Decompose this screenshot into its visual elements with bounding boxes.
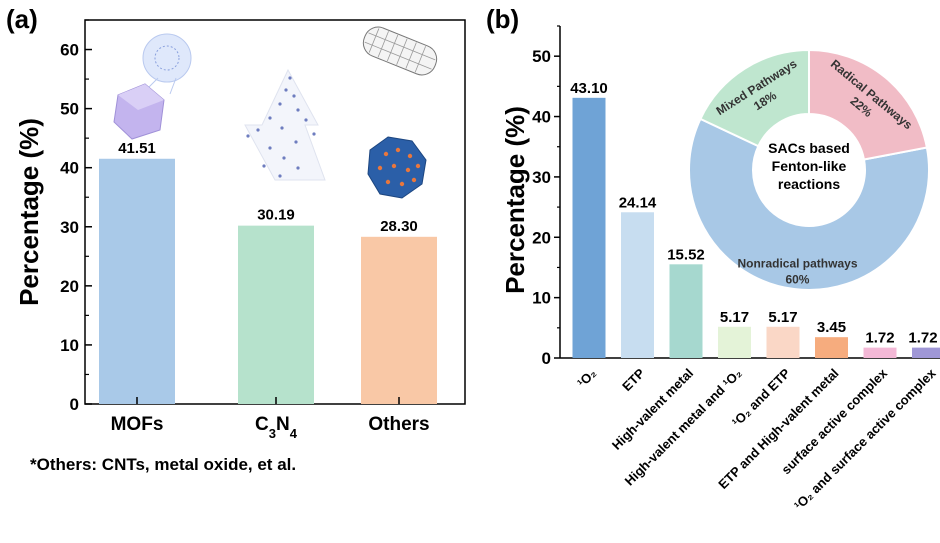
bar-pathway-2	[621, 212, 654, 358]
bar-pathway-4	[718, 326, 751, 358]
bar-pathway-1	[572, 97, 606, 358]
mof-crystal-illustration	[113, 33, 192, 140]
category-label: MOFs	[111, 414, 164, 435]
panel-a-label: (a)	[6, 4, 38, 34]
donut-slice-name: Nonradical pathways	[737, 256, 857, 270]
y-tick-label-0: 0	[70, 395, 79, 414]
bar-c3n4	[238, 225, 314, 404]
category-label: C3N4	[255, 414, 298, 441]
bar-value-label: 30.19	[257, 207, 295, 224]
bar-pathway-5	[766, 326, 800, 358]
category-label: ¹O₂	[574, 365, 599, 390]
y-tick-label-0: 0	[542, 349, 551, 368]
y-tick-label-60: 60	[60, 41, 79, 60]
y-tick-label-20: 20	[60, 277, 79, 296]
c3n4-sheet-illustration	[244, 68, 326, 181]
donut-center-label: SACs based Fenton-like reactions	[768, 140, 850, 192]
bar-pathway-6	[815, 337, 848, 358]
y-tick-label-50: 50	[532, 47, 551, 66]
panel-a-y-axis-label: Percentage (%)	[14, 118, 44, 306]
panel-a-footnote: *Others: CNTs, metal oxide, et al.	[30, 455, 296, 474]
bar-mofs	[99, 158, 175, 404]
y-tick-label-40: 40	[532, 108, 551, 127]
bar-value-label: 1.72	[865, 330, 894, 347]
y-tick-label-20: 20	[532, 228, 551, 247]
panel-b-bars: 43.10 24.14 15.52 5.17 5.17 3.45 1.72 1.72	[570, 80, 940, 358]
panel-a-categories: MOFs C3N4 Others	[111, 414, 430, 441]
donut-center-line-2: Fenton-like	[772, 158, 847, 174]
panel-a-y-axis: 0 10 20 30 40 50 60	[60, 19, 92, 414]
donut-slice-label: Nonradical pathways 60%	[737, 256, 857, 286]
donut-slice-nonradical-pathways	[688, 117, 930, 291]
bar-others	[361, 236, 437, 404]
nanotube-illustration	[362, 26, 438, 76]
y-tick-label-40: 40	[60, 159, 79, 178]
bar-value-label: 5.17	[768, 309, 797, 326]
bar-value-label: 24.14	[619, 194, 657, 211]
category-label: ETP	[619, 365, 648, 394]
bar-value-label: 43.10	[570, 80, 608, 97]
bar-value-label: 3.45	[817, 319, 846, 336]
bar-pathway-3	[669, 264, 703, 358]
donut-center-line-1: SACs based	[768, 140, 850, 156]
y-tick-label-10: 10	[60, 336, 79, 355]
metal-oxide-particle-illustration	[367, 136, 427, 199]
y-tick-label-30: 30	[532, 168, 551, 187]
bar-value-label: 28.30	[380, 218, 418, 235]
y-tick-label-10: 10	[532, 289, 551, 308]
category-label: High-valent metal	[609, 366, 696, 453]
y-tick-label-30: 30	[60, 218, 79, 237]
bar-value-label: 5.17	[720, 309, 749, 326]
category-label: Others	[368, 414, 429, 435]
donut-slice-radical-pathways	[808, 48, 929, 161]
bar-value-label: 41.51	[118, 140, 156, 157]
panel-b-label: (b)	[486, 4, 519, 34]
donut-slice-percent: 60%	[785, 272, 809, 286]
bar-value-label: 15.52	[667, 246, 705, 263]
bar-value-label: 1.72	[908, 330, 937, 347]
y-tick-label-50: 50	[60, 100, 79, 119]
bar-pathway-8	[912, 347, 940, 358]
bar-pathway-7	[863, 347, 897, 358]
donut-center-line-3: reactions	[778, 176, 840, 192]
panel-a-bars: 41.51 30.19 28.30	[99, 140, 437, 404]
panel-b-y-axis-label: Percentage (%)	[500, 106, 530, 294]
